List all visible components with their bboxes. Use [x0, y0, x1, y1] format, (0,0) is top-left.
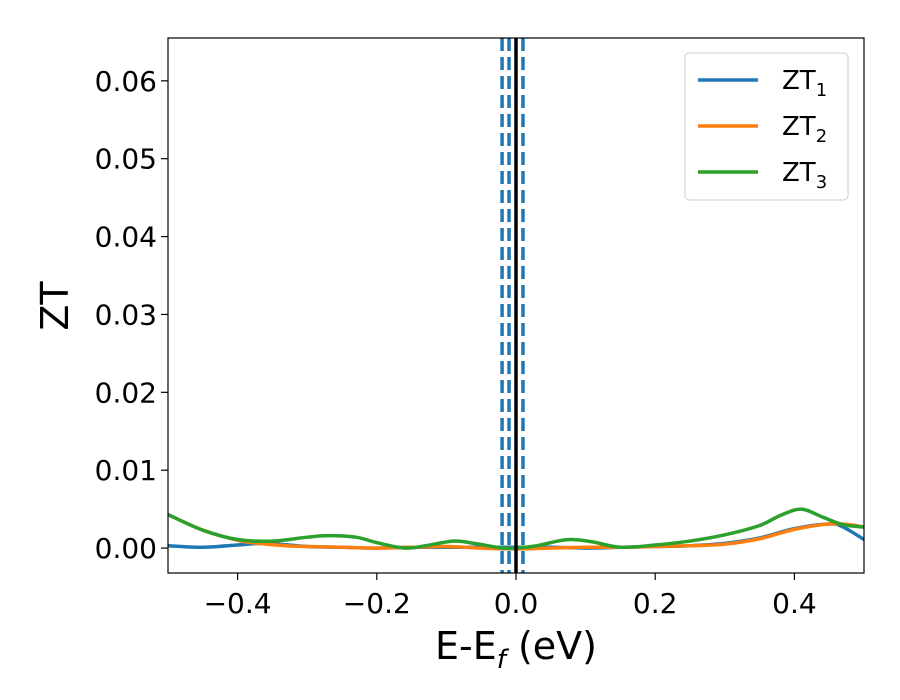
y-axis-label: ZT — [33, 281, 77, 331]
x-tick-label: 0.4 — [772, 587, 817, 620]
y-tick-label: 0.05 — [95, 143, 157, 176]
y-tick-label: 0.00 — [95, 532, 157, 565]
x-tick-label: −0.2 — [343, 587, 411, 620]
x-tick-label: 0.0 — [494, 587, 539, 620]
legend-label-zt1: ZT1 — [782, 66, 827, 101]
y-tick-label: 0.03 — [95, 298, 157, 331]
y-axis: 0.00 0.01 0.02 0.03 0.04 0.05 0.06 — [95, 65, 168, 565]
legend-box — [684, 52, 849, 201]
plot-layer — [168, 38, 864, 573]
x-tick-label: 0.2 — [633, 587, 678, 620]
x-axis: −0.4 −0.2 0.0 0.2 0.4 — [204, 573, 817, 620]
legend-label-zt2: ZT2 — [782, 112, 827, 147]
y-tick-label: 0.01 — [95, 454, 157, 487]
y-tick-label: 0.02 — [95, 376, 157, 409]
x-tick-label: −0.4 — [204, 587, 272, 620]
x-axis-label: E-Ef (eV) — [435, 624, 597, 675]
series-line-zt3 — [168, 507, 864, 551]
y-tick-label: 0.06 — [95, 65, 157, 98]
legend-label-zt3: ZT3 — [782, 158, 827, 193]
y-tick-label: 0.04 — [95, 221, 157, 254]
legend: ZT1 ZT2 ZT3 — [684, 52, 849, 201]
